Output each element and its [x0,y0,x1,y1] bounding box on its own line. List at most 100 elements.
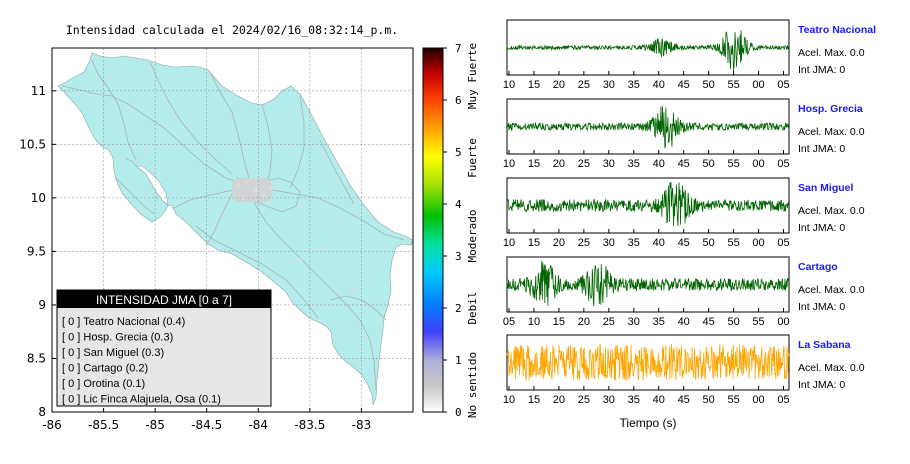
station-info: Int JMA: 0 [798,64,845,76]
legend-item: [ 0 ] Lic Finca Alajuela, Osa (0.1) [62,394,221,406]
intensity-legend: INTENSIDAD JMA [0 a 7] [ 0 ] Teatro Naci… [56,289,272,407]
trace-tick-label: 05 [777,237,789,249]
map-x-tick-label: -85 [145,418,165,432]
trace-tick-label: 15 [528,79,540,91]
waveform-line [506,181,789,227]
trace-tick-label: 35 [628,237,640,249]
legend-title: INTENSIDAD JMA [0 a 7] [96,293,232,307]
seismogram-2: 10 15 20 25 30 35 40 45 50 55 00 05 San Miguel Acel. … [503,177,865,249]
trace-tick-label: 15 [528,394,540,406]
trace-tick-label: 35 [628,79,640,91]
station-info: Acel. Max. 0.0 [798,47,865,59]
map-x-tick-label: -83 [352,418,372,432]
station-name: Hosp. Grecia [798,103,863,115]
trace-tick-label: 30 [603,79,615,91]
colorbar-labels: No sentido Debil Moderado Fuerte Muy Fuerte [466,43,479,418]
station-info: Int JMA: 0 [798,222,845,234]
trace-tick-label: 30 [603,394,615,406]
legend-items: [ 0 ] Teatro Nacional (0.4) [ 0 ] Hosp. G… [62,316,221,406]
seismogram-panels: 10 15 20 25 30 35 40 45 50 55 00 05 Teatro Nacional A… [503,19,876,406]
map-x-tick-label: -84.5 [191,418,222,432]
colorbar-tick-label: 1 [455,354,462,367]
time-axis-label: Tiempo (s) [620,416,677,430]
trace-tick-label: 40 [653,79,665,91]
legend-box [56,289,272,407]
map-x-tick-label: -84 [248,418,268,432]
trace-tick-label: 05 [777,394,789,406]
trace-tick-label: 10 [503,237,515,249]
trace-tick-label: 20 [553,158,565,170]
waveform-line [506,30,790,72]
station-info: Int JMA: 0 [798,143,845,155]
trace-tick-label: 05 [777,158,789,170]
trace-tick-label: 40 [653,394,665,406]
station-info: Acel. Max. 0.0 [798,362,865,374]
map-axis-ticks: -86 -85.5 -85 -84.5 -84 -83.5 -83 8 8.5 9 9.5 10 10.… [19,84,371,432]
trace-tick-label: 55 [727,79,739,91]
legend-header [57,290,271,308]
trace-tick-label: 35 [653,316,665,328]
trace-tick-label: 00 [752,79,764,91]
station-name: Cartago [798,261,838,273]
legend-item: [ 0 ] Orotina (0.1) [62,378,145,390]
intensity-colorbar: 0 1 2 3 4 5 6 7 No sentido Debil Moderado Fuerte Mu… [422,42,479,419]
map-frame [51,47,414,413]
trace-tick-label: 55 [727,158,739,170]
station-name: San Miguel [798,182,854,194]
colorbar-tick-label: 3 [455,250,462,263]
trace-tick-label: 50 [703,79,715,91]
legend-item: [ 0 ] Cartago (0.2) [62,363,148,375]
map-y-tick-label: 10.5 [19,137,46,151]
seismogram-4: 10 15 20 25 30 35 40 45 50 55 00 05 La Sabana Acel. M… [503,334,865,406]
legend-item: [ 0 ] San Miguel (0.3) [62,347,164,359]
gulf-shore-line [124,157,137,167]
map-y-tick-label: 8 [38,405,46,419]
map-panel: -86 -85.5 -85 -84.5 -84 -83.5 -83 8 8.5 9 9.5 10 10.… [19,47,414,432]
map-x-tick-label: -83.5 [294,418,325,432]
colorbar-tick-label: 0 [455,406,462,419]
trace-tick-label: 20 [553,237,565,249]
colorbar-tick-label: 7 [455,42,462,55]
station-info: Acel. Max. 0.0 [798,126,865,138]
station-info: Acel. Max. 0.0 [798,284,865,296]
map-y-tick-label: 11 [31,84,46,98]
trace-tick-label: 25 [603,316,615,328]
trace-tick-label: 30 [603,237,615,249]
trace-tick-label: 40 [653,158,665,170]
trace-tick-label: 20 [578,316,590,328]
waveform-line [506,106,790,149]
trace-tick-label: 55 [727,394,739,406]
trace-tick-label: 45 [678,394,690,406]
trace-tick-label: 10 [503,79,515,91]
station-name: La Sabana [798,339,851,351]
trace-tick-label: 10 [503,158,515,170]
trace-tick-label: 50 [727,316,739,328]
station-info: Int JMA: 0 [798,301,845,313]
map-y-tick-label: 9 [38,298,46,312]
trace-tick-label: 05 [503,316,515,328]
trace-tick-label: 15 [553,316,565,328]
trace-tick-label: 45 [703,316,715,328]
station-info: Int JMA: 0 [798,379,845,391]
trace-tick-label: 50 [703,158,715,170]
map-y-tick-label: 9.5 [27,244,46,258]
trace-tick-label: 25 [578,79,590,91]
station-info: Acel. Max. 0.0 [798,205,865,217]
colorbar-gradient [422,47,444,413]
seismogram-0: 10 15 20 25 30 35 40 45 50 55 00 05 Teatro Nacional A… [503,19,876,91]
trace-tick-label: 15 [528,237,540,249]
colorbar-level-label: No sentido [466,352,479,418]
station-name: Teatro Nacional [798,24,876,36]
trace-tick-label: 25 [578,394,590,406]
map-x-tick-label: -85.5 [88,418,119,432]
map-y-tick-label: 10 [31,191,46,205]
trace-tick-label: 55 [752,316,764,328]
trace-tick-label: 00 [777,316,789,328]
legend-item: [ 0 ] Teatro Nacional (0.4) [62,316,185,328]
colorbar-tick-label: 2 [455,302,462,315]
trace-tick-label: 40 [653,237,665,249]
trace-tick-label: 25 [578,237,590,249]
trace-tick-label: 35 [628,158,640,170]
